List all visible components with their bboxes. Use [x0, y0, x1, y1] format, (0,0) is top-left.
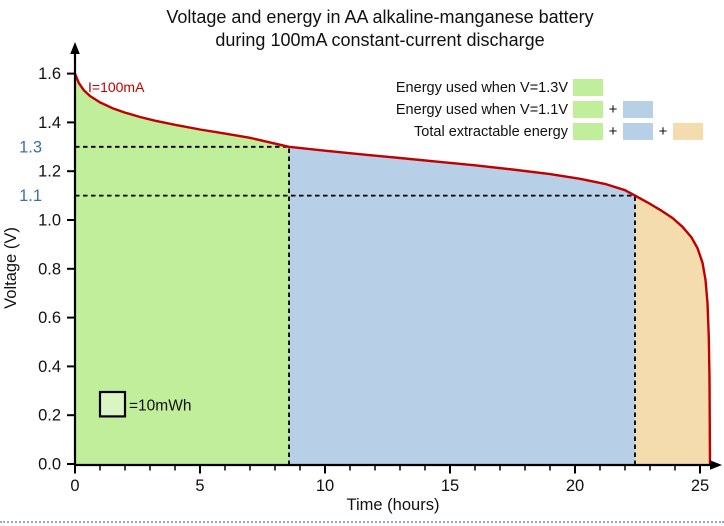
y-tick-label: 1.2	[38, 163, 61, 181]
legend-row: Energy used when V=1.3V	[203, 79, 703, 96]
legend-swatch	[573, 123, 603, 140]
legend-swatch	[623, 101, 653, 118]
y-axis-title: Voltage (V)	[2, 227, 20, 309]
legend-row: Total extractable energy + +	[203, 123, 703, 140]
chart-title: Voltage and energy in AA alkaline-mangan…	[40, 6, 720, 52]
page-separator	[0, 521, 724, 523]
legend-row: Energy used when V=1.1V +	[203, 101, 703, 118]
y-tick-label: 0.2	[38, 407, 61, 425]
y-tick-label: 0.6	[38, 309, 61, 327]
y-tick-label: 1.0	[38, 212, 61, 230]
x-tick-label: 25	[691, 477, 709, 495]
x-tick-label: 10	[316, 477, 334, 495]
x-axis-title: Time (hours)	[347, 496, 440, 514]
legend-swatch	[673, 123, 703, 140]
legend-swatch	[573, 101, 603, 118]
unit-box-label: =10mWh	[129, 397, 191, 414]
y-axis-arrowhead-icon	[70, 42, 80, 54]
guide-label-1.1v: 1.1	[19, 187, 42, 205]
y-tick-label: 0.8	[38, 260, 61, 278]
chart-legend: Energy used when V=1.3V Energy used when …	[203, 79, 703, 140]
x-tick-label: 0	[70, 477, 79, 495]
y-tick-label: 1.4	[38, 114, 61, 132]
y-tick-label: 0.0	[38, 456, 61, 474]
legend-row-label: Total extractable energy	[414, 123, 568, 140]
x-tick-label: 5	[195, 477, 204, 495]
plus-sign: +	[658, 123, 668, 140]
region-energy-total	[635, 195, 710, 465]
chart-title-line-2: during 100mA constant-current discharge	[215, 30, 545, 50]
y-tick-label: 1.6	[38, 65, 61, 83]
x-tick-label: 20	[566, 477, 584, 495]
discharge-curve	[73, 72, 712, 466]
legend-swatch	[573, 79, 603, 96]
guide-label-1.3v: 1.3	[19, 138, 42, 156]
x-axis-arrowhead-icon	[710, 460, 722, 470]
plus-sign: +	[608, 101, 618, 118]
legend-swatch	[623, 123, 653, 140]
legend-row-label: Energy used when V=1.3V	[395, 79, 568, 96]
region-energy-v11	[289, 146, 635, 466]
unit-box	[98, 390, 127, 418]
current-label: I=100mA	[88, 79, 145, 95]
y-tick-label: 0.4	[38, 358, 61, 376]
legend-row-label: Energy used when V=1.1V	[395, 101, 568, 118]
region-energy-v13	[75, 73, 289, 465]
chart-title-line-1: Voltage and energy in AA alkaline-mangan…	[166, 7, 594, 27]
plus-sign: +	[608, 123, 618, 140]
x-tick-label: 15	[441, 477, 459, 495]
